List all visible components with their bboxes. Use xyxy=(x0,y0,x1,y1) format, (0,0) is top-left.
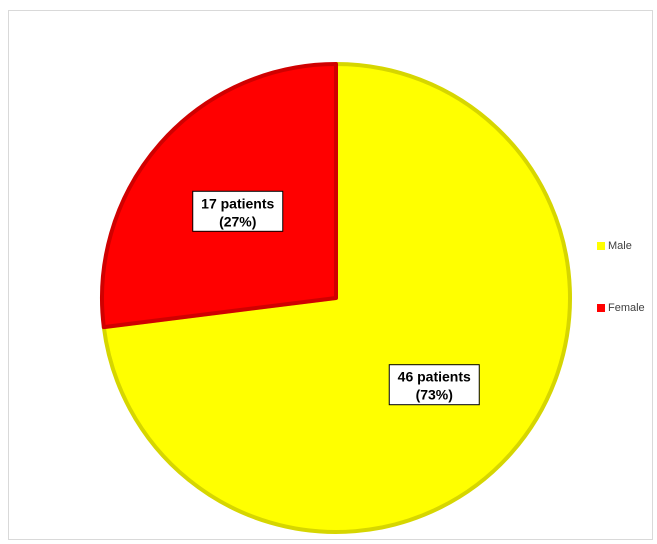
legend-swatch-male xyxy=(597,242,605,250)
legend-item-female: Female xyxy=(597,301,645,315)
legend-label-male: Male xyxy=(608,240,632,252)
chart-area: 46 patients (73%) 17 patients (27%) Male Fe… xyxy=(8,10,653,540)
legend-swatch-female xyxy=(597,304,605,312)
legend-item-male: Male xyxy=(597,239,645,253)
legend-label-female: Female xyxy=(608,302,645,314)
pie-slices xyxy=(102,64,570,532)
data-label-count: 46 patients xyxy=(398,369,471,385)
data-label-female: 17 patients (27%) xyxy=(193,191,283,231)
data-label-percent: (73%) xyxy=(416,387,453,403)
pie-chart: 46 patients (73%) 17 patients (27%) xyxy=(9,11,654,541)
legend: Male Female xyxy=(597,239,645,363)
data-label-count: 17 patients xyxy=(201,195,274,211)
data-label-male: 46 patients (73%) xyxy=(389,365,479,405)
data-label-percent: (27%) xyxy=(219,213,256,229)
